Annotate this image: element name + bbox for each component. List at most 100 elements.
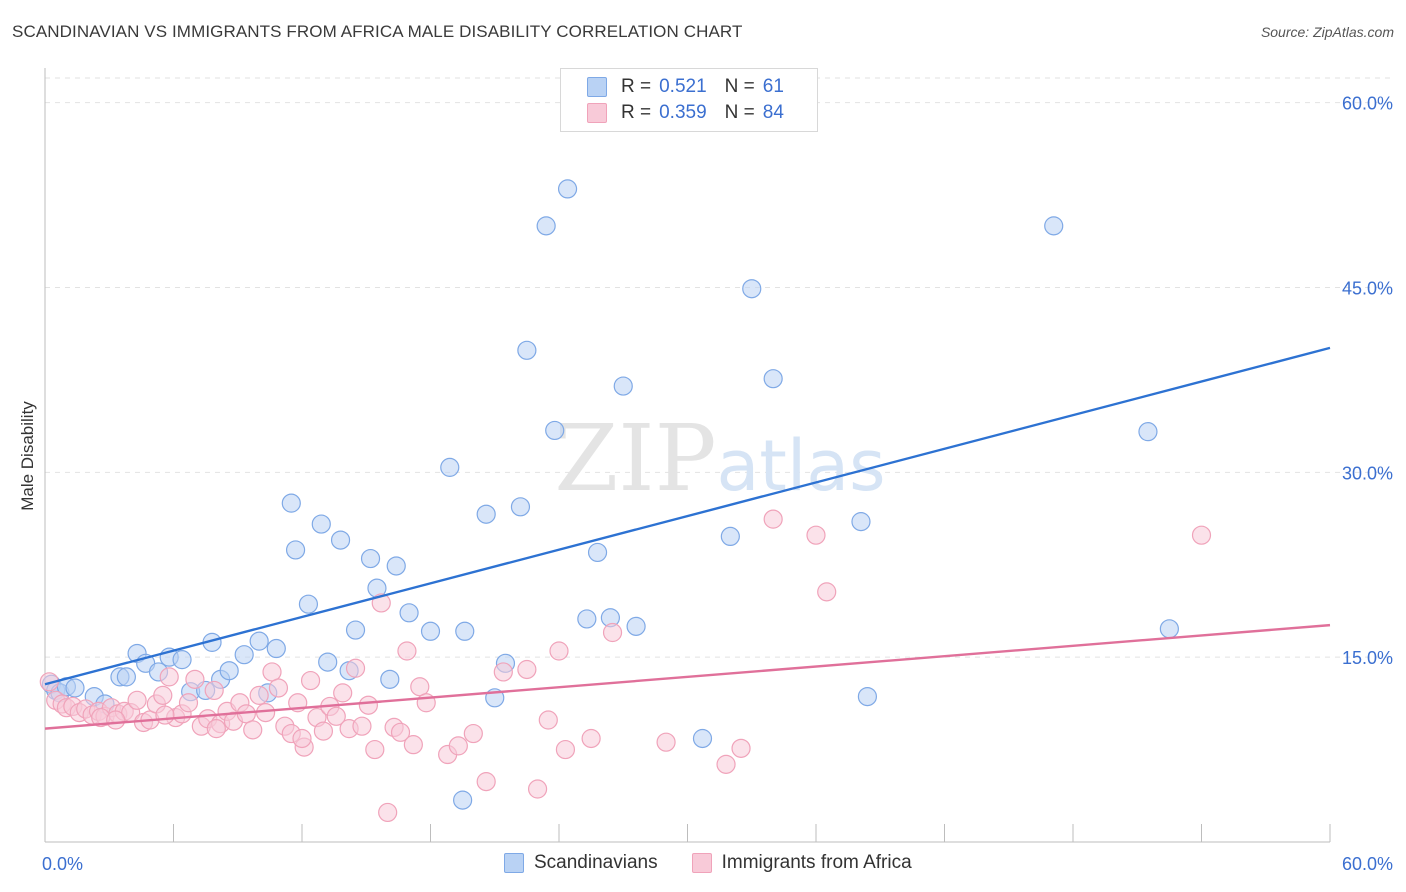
legend-swatch-scandinavians [587, 77, 607, 97]
watermark-atlas: atlas [717, 425, 886, 507]
legend-swatch-immigrants-africa [587, 103, 607, 123]
watermark-zip: ZIP [554, 405, 716, 512]
point-immigrants-africa [262, 662, 282, 682]
point-immigrants-africa [817, 582, 837, 602]
point-immigrants-africa [204, 680, 224, 701]
point-scandinavians [536, 216, 556, 236]
point-scandinavians [720, 526, 740, 547]
x-tick-label: 60.0% [1342, 854, 1393, 874]
point-scandinavians [318, 652, 338, 672]
point-scandinavians [311, 514, 331, 534]
stats-legend: R = 0.521 N = 61 R = 0.359 N = 84 [560, 68, 818, 132]
point-immigrants-africa [403, 735, 423, 755]
point-immigrants-africa [333, 683, 353, 703]
y-tick-label: 45.0% [1342, 278, 1393, 298]
point-immigrants-africa [527, 779, 548, 799]
point-scandinavians [453, 790, 473, 810]
point-immigrants-africa [1191, 525, 1212, 545]
legend-label-scandinavians: Scandinavians [534, 852, 658, 873]
point-scandinavians [577, 609, 597, 629]
point-immigrants-africa [153, 685, 173, 705]
x-tick-label: 0.0% [42, 854, 83, 874]
point-immigrants-africa [345, 658, 366, 678]
point-scandinavians [345, 620, 366, 640]
point-scandinavians [380, 669, 400, 689]
point-immigrants-africa [127, 690, 147, 710]
y-axis-label: Male Disability [18, 401, 37, 511]
point-scandinavians [545, 420, 565, 441]
point-immigrants-africa [555, 739, 576, 760]
legend-row-immigrants-africa: R = 0.359 N = 84 [587, 101, 784, 125]
point-immigrants-africa [806, 525, 826, 545]
point-immigrants-africa [159, 667, 179, 687]
point-scandinavians [219, 661, 239, 681]
point-immigrants-africa [410, 677, 430, 697]
point-scandinavians [65, 678, 85, 698]
point-scandinavians [626, 616, 646, 636]
point-immigrants-africa [352, 716, 372, 736]
point-immigrants-africa [206, 719, 226, 739]
point-immigrants-africa [155, 705, 175, 725]
legend-label-immigrants-africa: Immigrants from Africa [721, 852, 912, 873]
point-scandinavians [613, 376, 633, 396]
point-immigrants-africa [517, 659, 537, 680]
point-scandinavians [1159, 619, 1179, 639]
legend-item-scandinavians[interactable]: Scandinavians [504, 852, 658, 874]
legend-r-label: R = [621, 102, 652, 123]
legend-r-value: 0.359 [659, 102, 707, 123]
point-scandinavians [857, 686, 878, 707]
point-immigrants-africa [763, 509, 783, 529]
point-immigrants-africa [249, 685, 269, 705]
legend-n-label: N = [724, 102, 755, 123]
trend-lines [44, 346, 1331, 730]
legend-row-scandinavians: R = 0.521 N = 61 [587, 75, 784, 99]
trend-line-immigrants-africa [44, 623, 1331, 730]
legend-n-label: N = [724, 76, 755, 97]
point-immigrants-africa [463, 723, 483, 744]
point-scandinavians [172, 650, 192, 670]
point-scandinavians [692, 728, 713, 749]
point-scandinavians [1044, 216, 1064, 236]
point-scandinavians [234, 645, 254, 665]
legend-n-value: 84 [762, 102, 784, 123]
point-scandinavians [116, 667, 136, 687]
point-immigrants-africa [313, 721, 334, 741]
point-scandinavians [298, 594, 319, 614]
point-immigrants-africa [106, 710, 126, 730]
point-immigrants-africa [716, 754, 736, 774]
point-immigrants-africa [326, 706, 346, 726]
legend-r-value: 0.521 [659, 76, 707, 97]
point-scandinavians [386, 556, 406, 576]
legend-swatch-immigrants-africa [691, 853, 712, 873]
point-scandinavians [587, 542, 608, 563]
point-scandinavians [517, 340, 537, 360]
point-immigrants-africa [185, 669, 205, 689]
point-scandinavians [285, 540, 306, 560]
y-tick-label: 60.0% [1342, 94, 1393, 114]
point-immigrants-africa [358, 695, 378, 715]
trend-line-scandinavians [44, 346, 1331, 686]
point-immigrants-africa [300, 670, 321, 691]
point-immigrants-africa [243, 720, 263, 740]
y-tick-label: 30.0% [1342, 463, 1393, 483]
point-scandinavians [360, 548, 381, 569]
tick-labels: 15.0% 30.0% 45.0% 60.0% 0.0% 60.0% [42, 94, 1393, 874]
point-scandinavians [1138, 422, 1158, 442]
legend-item-immigrants-africa[interactable]: Immigrants from Africa [691, 852, 912, 874]
point-immigrants-africa [268, 678, 289, 698]
point-scandinavians [266, 638, 286, 659]
point-scandinavians [476, 504, 496, 524]
point-scandinavians [420, 621, 441, 641]
point-scandinavians [742, 279, 762, 299]
legend-swatch-scandinavians [504, 853, 524, 873]
point-scandinavians [763, 369, 783, 389]
point-immigrants-africa [292, 728, 312, 749]
point-scandinavians [330, 530, 351, 550]
chart-title: SCANDINAVIAN VS IMMIGRANTS FROM AFRICA M… [12, 22, 743, 41]
point-immigrants-africa [397, 641, 417, 661]
point-immigrants-africa [549, 641, 569, 661]
point-scandinavians [440, 457, 460, 477]
point-immigrants-africa [731, 738, 751, 758]
point-immigrants-africa [448, 736, 468, 756]
